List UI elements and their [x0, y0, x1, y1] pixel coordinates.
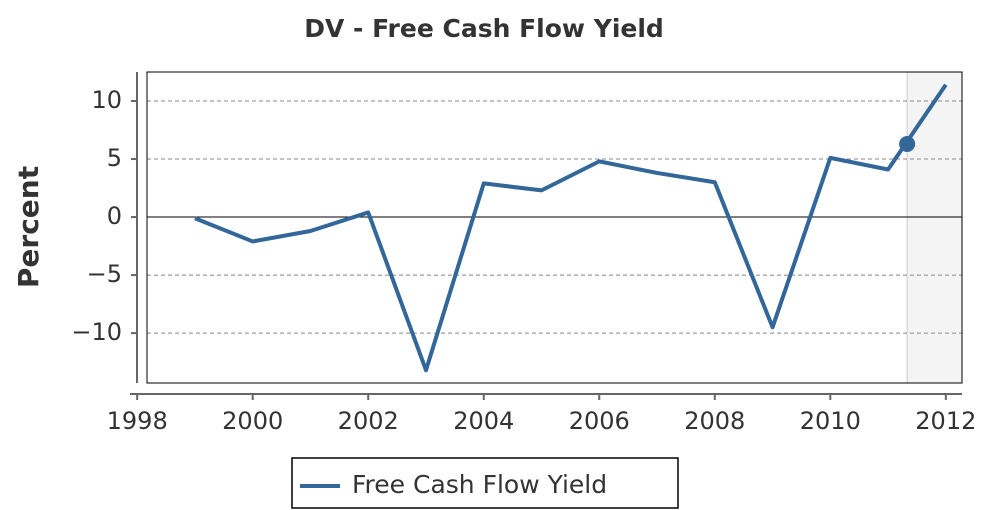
x-tick-label: 2010: [800, 407, 861, 435]
highlight-point: [899, 135, 916, 152]
forecast-region: [906, 71, 963, 384]
x-tick-label: 2012: [915, 407, 976, 435]
legend-box: [291, 457, 679, 509]
x-tick-label: 2002: [338, 407, 399, 435]
x-tick-label: 2008: [684, 407, 745, 435]
x-tick-label: 2006: [569, 407, 630, 435]
x-tick-label: 2000: [222, 407, 283, 435]
plot-frame: [146, 71, 963, 384]
y-axis-label: Percent: [12, 166, 45, 288]
y-tick-label: 5: [107, 144, 122, 172]
y-tick-label: −10: [71, 318, 122, 346]
x-tick-label: 2004: [453, 407, 514, 435]
y-tick-label: 0: [107, 202, 122, 230]
chart-title: DV - Free Cash Flow Yield: [304, 14, 664, 43]
x-tick-label: 1998: [107, 407, 168, 435]
legend: Free Cash Flow Yield: [300, 470, 607, 499]
y-tick-label: 10: [91, 86, 122, 114]
data-line: [194, 83, 948, 373]
legend-label: Free Cash Flow Yield: [352, 470, 607, 499]
y-tick-label: −5: [87, 260, 122, 288]
